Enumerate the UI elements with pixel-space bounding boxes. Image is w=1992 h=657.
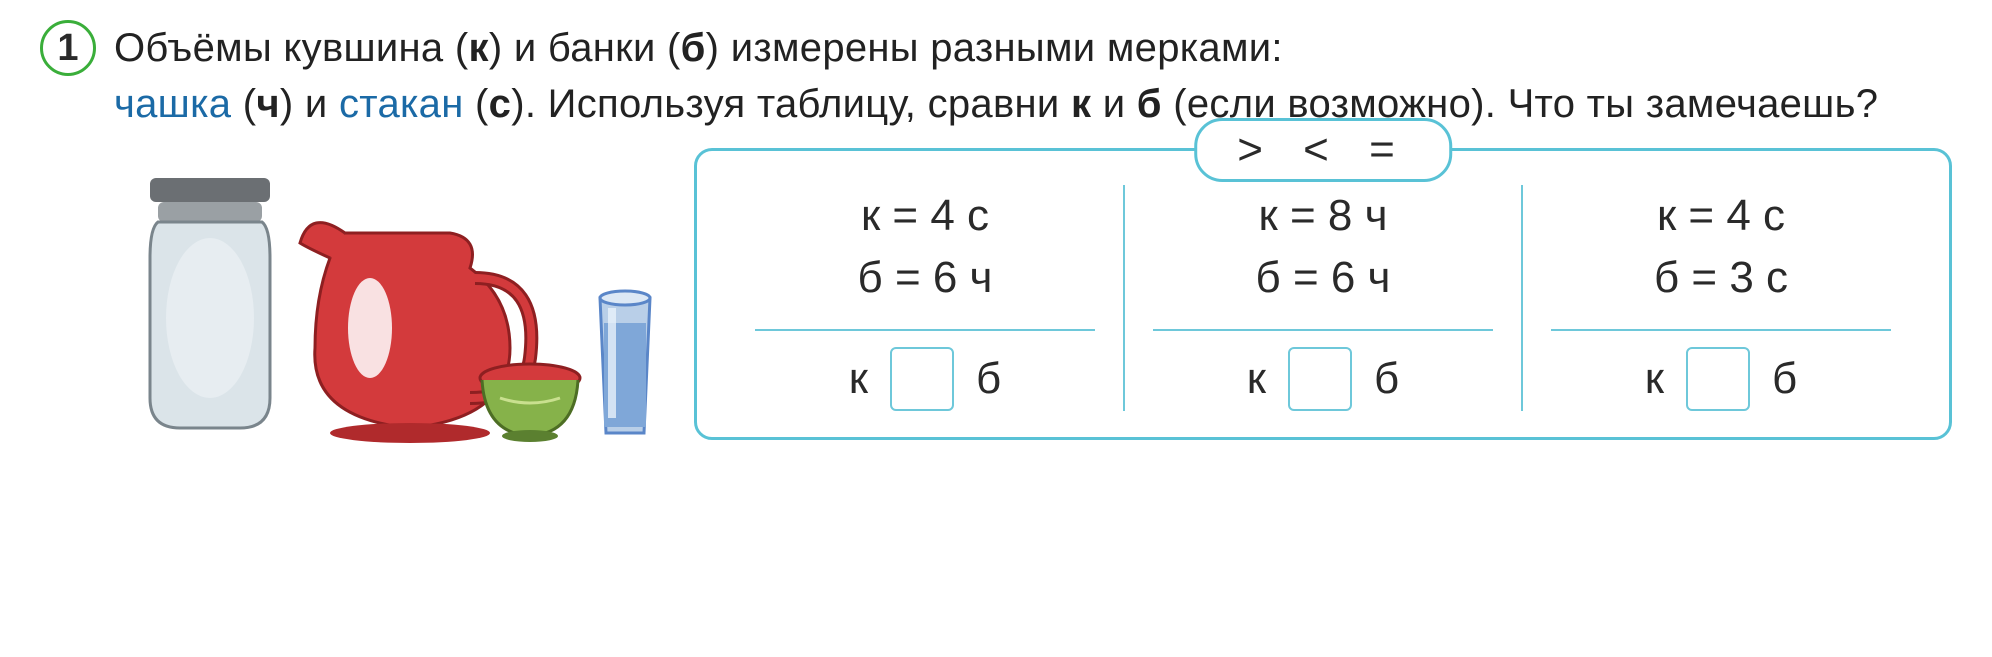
jar-icon [150, 178, 270, 428]
result-left: к [849, 354, 868, 404]
equation: б = 3 с [1654, 253, 1788, 303]
glass-icon [600, 291, 650, 433]
letter-k: к [1071, 82, 1091, 126]
result-row: к б [1645, 347, 1797, 411]
compare-column: к = 4 с б = 6 ч к б [727, 185, 1123, 411]
t: ) и [280, 82, 339, 126]
equation: к = 8 ч [1258, 191, 1387, 241]
compare-column: к = 4 с б = 3 с к б [1521, 185, 1919, 411]
result-left: к [1645, 354, 1664, 404]
t: Объёмы кувшина ( [114, 26, 469, 70]
comparison-panel: > < = к = 4 с б = 6 ч к б к = 8 ч б = 6 … [694, 148, 1952, 440]
result-right: б [1772, 354, 1797, 404]
result-right: б [976, 354, 1001, 404]
equation: б = 6 ч [858, 253, 993, 303]
letter-b: б [681, 26, 706, 70]
divider [1551, 329, 1891, 331]
result-left: к [1247, 354, 1266, 404]
cup-icon [480, 364, 580, 442]
t: ( [464, 82, 489, 126]
letter-b: б [1137, 82, 1162, 126]
result-row: к б [1247, 347, 1399, 411]
unit-cup: чашка [114, 82, 231, 126]
letter-ch: ч [256, 82, 280, 126]
t: ) и банки ( [489, 26, 681, 70]
t: ). Используя таблицу, сравни [511, 82, 1071, 126]
equation: б = 6 ч [1256, 253, 1391, 303]
answer-box[interactable] [1288, 347, 1352, 411]
answer-box[interactable] [1686, 347, 1750, 411]
result-row: к б [849, 347, 1001, 411]
problem-number-badge: 1 [40, 20, 96, 76]
illustration [110, 148, 670, 448]
compare-column: к = 8 ч б = 6 ч к б [1123, 185, 1521, 411]
divider [755, 329, 1095, 331]
answer-box[interactable] [890, 347, 954, 411]
operators-label: > < = [1194, 118, 1452, 182]
divider [1153, 329, 1493, 331]
letter-s: с [489, 82, 512, 126]
unit-glass: стакан [339, 82, 464, 126]
t: и [1091, 82, 1136, 126]
equation: к = 4 с [1657, 191, 1785, 241]
equation: к = 4 с [861, 191, 989, 241]
result-right: б [1374, 354, 1399, 404]
t: ) измерены разными мерками: [706, 26, 1283, 70]
t: ( [231, 82, 256, 126]
problem-number: 1 [57, 27, 78, 70]
letter-k: к [469, 26, 489, 70]
prompt-text: Объёмы кувшина (к) и банки (б) измерены … [114, 20, 1878, 132]
